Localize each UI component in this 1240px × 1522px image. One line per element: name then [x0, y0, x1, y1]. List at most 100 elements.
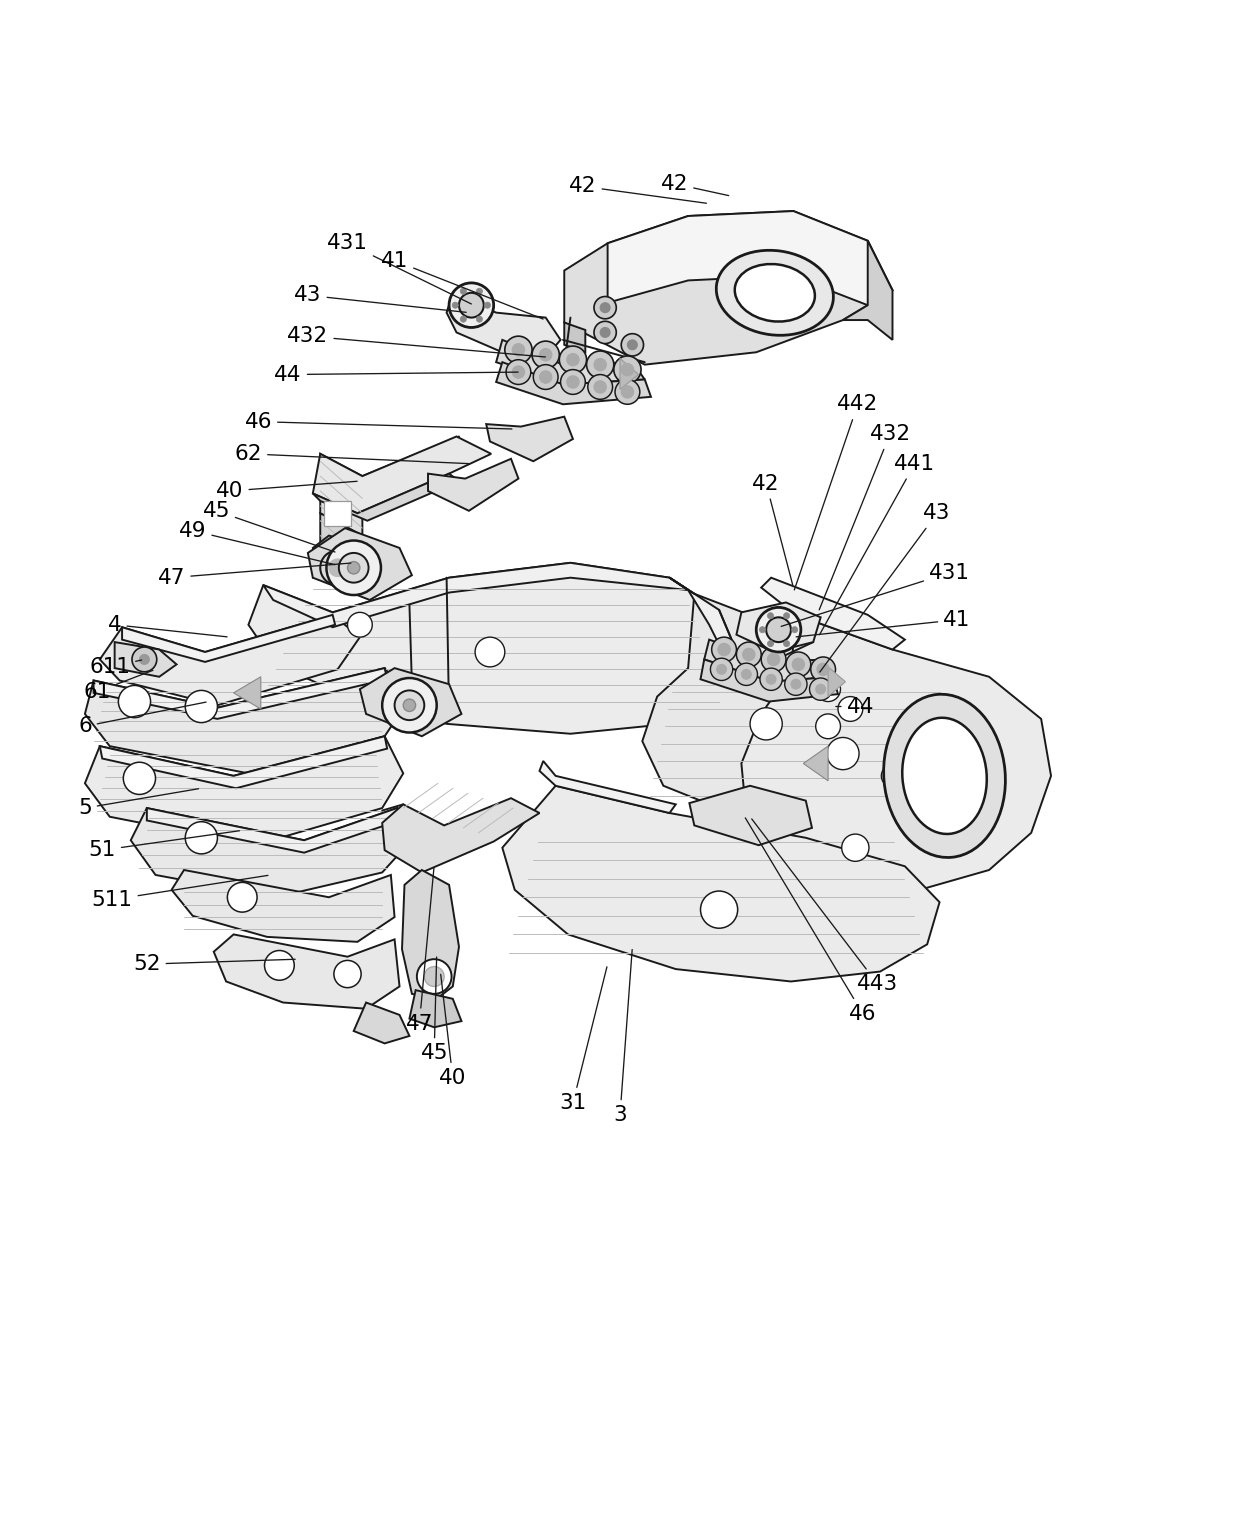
Circle shape — [766, 674, 776, 685]
Circle shape — [811, 658, 836, 682]
Circle shape — [717, 665, 727, 674]
Circle shape — [506, 359, 531, 385]
Circle shape — [817, 664, 830, 676]
Circle shape — [459, 292, 484, 318]
Circle shape — [614, 356, 641, 384]
Circle shape — [766, 618, 791, 642]
Circle shape — [394, 691, 424, 720]
Text: 31: 31 — [559, 966, 606, 1113]
Circle shape — [403, 699, 415, 711]
Circle shape — [329, 559, 346, 577]
Polygon shape — [382, 798, 539, 872]
Circle shape — [784, 613, 790, 619]
Polygon shape — [486, 417, 573, 461]
Text: 43: 43 — [294, 285, 466, 312]
Text: 6: 6 — [78, 702, 206, 737]
Circle shape — [794, 659, 818, 685]
Circle shape — [827, 738, 859, 770]
Text: 611: 611 — [89, 658, 141, 677]
Polygon shape — [171, 871, 394, 942]
Circle shape — [712, 638, 737, 662]
Circle shape — [785, 673, 807, 696]
Polygon shape — [312, 536, 362, 592]
Text: 51: 51 — [88, 831, 239, 860]
Ellipse shape — [717, 250, 833, 335]
Circle shape — [842, 834, 869, 861]
Circle shape — [123, 763, 155, 794]
Circle shape — [594, 321, 616, 344]
Text: 46: 46 — [745, 817, 877, 1024]
Text: 5: 5 — [78, 788, 198, 817]
Polygon shape — [146, 808, 399, 852]
Polygon shape — [213, 935, 399, 1009]
Polygon shape — [642, 594, 982, 825]
Polygon shape — [320, 454, 362, 536]
Polygon shape — [564, 212, 893, 365]
Circle shape — [347, 562, 360, 574]
Circle shape — [533, 365, 558, 390]
Polygon shape — [248, 563, 739, 734]
Polygon shape — [564, 323, 585, 352]
Circle shape — [621, 364, 634, 376]
Circle shape — [718, 644, 730, 656]
Circle shape — [627, 339, 637, 350]
Circle shape — [227, 883, 257, 912]
Circle shape — [711, 658, 733, 680]
Circle shape — [784, 641, 790, 647]
Text: 443: 443 — [751, 819, 898, 994]
Ellipse shape — [735, 263, 815, 321]
Circle shape — [118, 685, 150, 718]
Text: 42: 42 — [753, 473, 792, 584]
Polygon shape — [620, 359, 639, 390]
Circle shape — [352, 543, 372, 563]
Polygon shape — [233, 677, 260, 709]
Polygon shape — [312, 437, 491, 513]
Text: 42: 42 — [569, 177, 707, 204]
Text: 45: 45 — [202, 501, 335, 552]
Polygon shape — [704, 639, 833, 682]
Circle shape — [742, 670, 751, 679]
Text: 41: 41 — [796, 610, 971, 636]
Circle shape — [485, 301, 491, 309]
Circle shape — [131, 647, 156, 671]
Circle shape — [615, 379, 640, 405]
Polygon shape — [843, 240, 893, 339]
Polygon shape — [114, 642, 176, 677]
Text: 44: 44 — [274, 365, 518, 385]
Circle shape — [560, 370, 585, 394]
Circle shape — [768, 653, 780, 665]
Circle shape — [453, 301, 459, 309]
Circle shape — [588, 374, 613, 399]
Polygon shape — [539, 761, 676, 813]
Circle shape — [600, 303, 610, 312]
Polygon shape — [496, 339, 645, 385]
Circle shape — [768, 641, 774, 647]
Polygon shape — [84, 737, 403, 845]
Polygon shape — [502, 785, 940, 982]
Circle shape — [786, 651, 811, 677]
Polygon shape — [320, 513, 362, 583]
Circle shape — [816, 714, 841, 738]
Text: 432: 432 — [288, 326, 546, 358]
Text: 46: 46 — [244, 411, 512, 432]
Polygon shape — [130, 808, 407, 898]
Circle shape — [701, 890, 738, 928]
Polygon shape — [428, 458, 518, 511]
Text: 431: 431 — [781, 563, 970, 627]
Polygon shape — [608, 212, 893, 306]
Circle shape — [512, 365, 525, 379]
Circle shape — [594, 380, 606, 393]
Circle shape — [339, 552, 368, 583]
Circle shape — [476, 288, 482, 294]
Polygon shape — [84, 668, 409, 773]
Text: 41: 41 — [381, 251, 543, 320]
Circle shape — [559, 345, 587, 373]
Polygon shape — [701, 659, 838, 702]
Circle shape — [816, 685, 826, 694]
Text: 511: 511 — [92, 875, 268, 910]
Polygon shape — [446, 292, 560, 358]
Circle shape — [567, 376, 579, 388]
Circle shape — [424, 966, 444, 986]
Polygon shape — [324, 501, 351, 525]
Text: 61: 61 — [83, 670, 153, 702]
